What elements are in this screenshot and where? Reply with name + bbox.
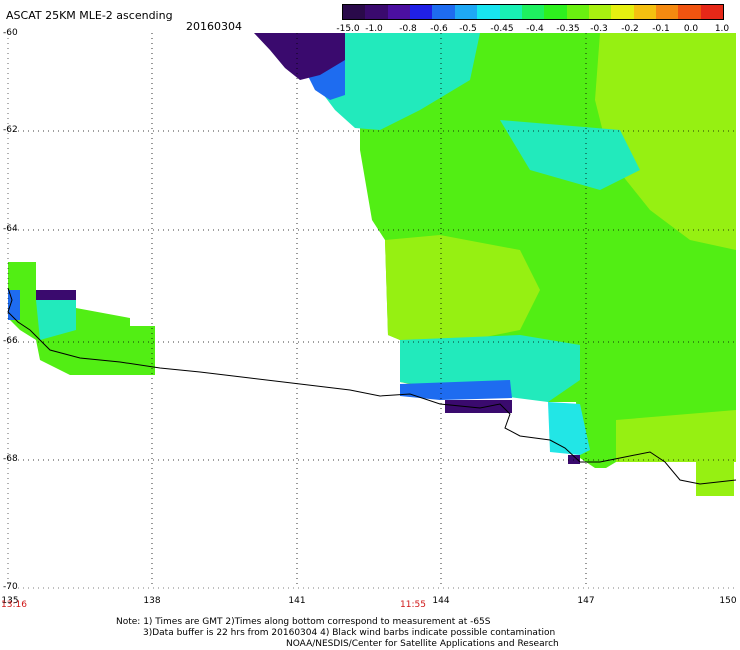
colorbar-label: -0.5: [459, 24, 477, 34]
swath-left: [8, 262, 155, 375]
lon-label: 144: [432, 596, 450, 606]
swath-dark: [568, 455, 580, 464]
lat-label: -62: [3, 125, 18, 135]
swath-lime: [696, 462, 734, 496]
lon-label: 150: [719, 596, 737, 606]
swath-dark: [254, 33, 345, 80]
lon-label: 135: [1, 596, 19, 606]
colorbar-label: -0.8: [399, 24, 417, 34]
colorbar-label: -0.35: [556, 24, 580, 34]
lat-label: -60: [3, 28, 18, 38]
note-line: 3)Data buffer is 22 hrs from 20160304 4)…: [143, 628, 556, 638]
colorbar-label: -15.0: [336, 24, 360, 34]
colorbar-swatch: [454, 5, 478, 19]
swath-left-dark: [36, 290, 76, 300]
time-label: 13:16: [1, 600, 27, 610]
colorbar-label: -0.6: [430, 24, 448, 34]
lat-label: -66: [3, 336, 18, 346]
colorbar-label: -0.1: [652, 24, 670, 34]
colorbar-label: -0.4: [526, 24, 544, 34]
note-line: NOAA/NESDIS/Center for Satellite Applica…: [286, 639, 559, 649]
swath-cyan: [548, 402, 590, 455]
swath-blue: [400, 380, 512, 400]
swath-data: [8, 33, 736, 496]
colorbar-swatch: [656, 5, 679, 19]
colorbar-swatch: [499, 5, 522, 19]
swath-left-cyan: [36, 300, 76, 340]
colorbar-label: -0.3: [590, 24, 608, 34]
lon-label: 141: [288, 596, 306, 606]
colorbar: [342, 4, 724, 20]
swath-lime: [595, 33, 736, 250]
lon-label: 147: [577, 596, 595, 606]
colorbar-swatch: [678, 5, 701, 19]
colorbar-swatch: [588, 5, 612, 19]
colorbar-swatch: [544, 5, 567, 19]
colorbar-label: 1.0: [714, 24, 730, 34]
map-title: ASCAT 25KM MLE-2 ascending: [6, 9, 173, 22]
swath-lime: [616, 410, 736, 462]
colorbar-swatch: [432, 5, 455, 19]
swath-dark: [445, 400, 512, 413]
colorbar-swatch: [410, 5, 433, 19]
lat-label: -70: [3, 582, 18, 592]
colorbar-swatch: [521, 5, 545, 19]
colorbar-label: 0.0: [683, 24, 699, 34]
colorbar-label: -0.45: [490, 24, 514, 34]
colorbar-label: -0.2: [621, 24, 639, 34]
lat-label: -64: [3, 224, 18, 234]
lat-label: -68: [3, 454, 18, 464]
colorbar-swatch: [387, 5, 411, 19]
coastline: [7, 287, 737, 485]
colorbar-swatch: [365, 5, 388, 19]
colorbar-labels: -15.0 -1.0 -0.8 -0.6 -0.5 -0.45 -0.4 -0.…: [336, 24, 740, 36]
colorbar-swatch: [633, 5, 657, 19]
note-line: Note: 1) Times are GMT 2)Times along bot…: [116, 617, 491, 627]
colorbar-swatch: [566, 5, 589, 19]
swath-lime: [385, 235, 540, 340]
colorbar-swatch: [477, 5, 500, 19]
map-date: 20160304: [186, 20, 242, 33]
colorbar-swatch: [343, 5, 366, 19]
colorbar-label: -1.0: [365, 24, 383, 34]
lon-label: 138: [143, 596, 161, 606]
swath-cyan: [500, 120, 640, 190]
time-label: 11:55: [400, 600, 426, 610]
colorbar-swatch: [700, 5, 724, 19]
colorbar-swatch: [611, 5, 634, 19]
